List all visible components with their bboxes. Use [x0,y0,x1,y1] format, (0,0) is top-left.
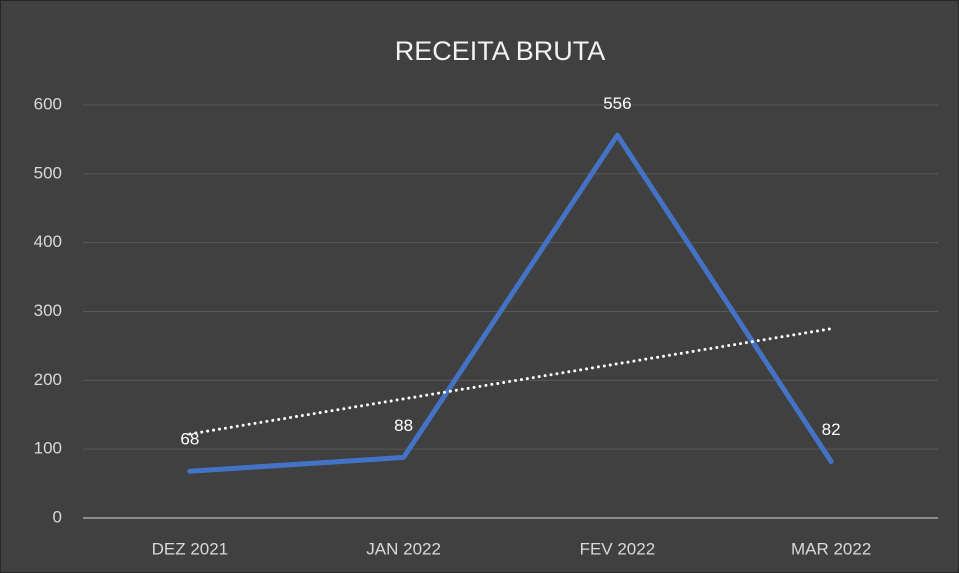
x-tick-label: JAN 2022 [366,539,441,558]
data-label: 556 [603,94,631,113]
y-tick-label: 100 [34,439,62,458]
trendline [188,327,833,436]
y-tick-label: 400 [34,232,62,251]
y-tick-label: 500 [34,163,62,182]
data-label: 68 [180,430,199,449]
x-tick-label: MAR 2022 [791,539,871,558]
y-tick-label: 300 [34,301,62,320]
x-tick-label: DEZ 2021 [152,539,229,558]
data-label: 82 [822,420,841,439]
data-line [187,132,834,474]
data-label: 88 [394,416,413,435]
chart-title: RECEITA BRUTA [395,36,606,66]
x-tick-label: FEV 2022 [580,539,656,558]
y-tick-label: 0 [53,507,62,526]
y-tick-label: 600 [34,94,62,113]
y-tick-label: 200 [34,370,62,389]
